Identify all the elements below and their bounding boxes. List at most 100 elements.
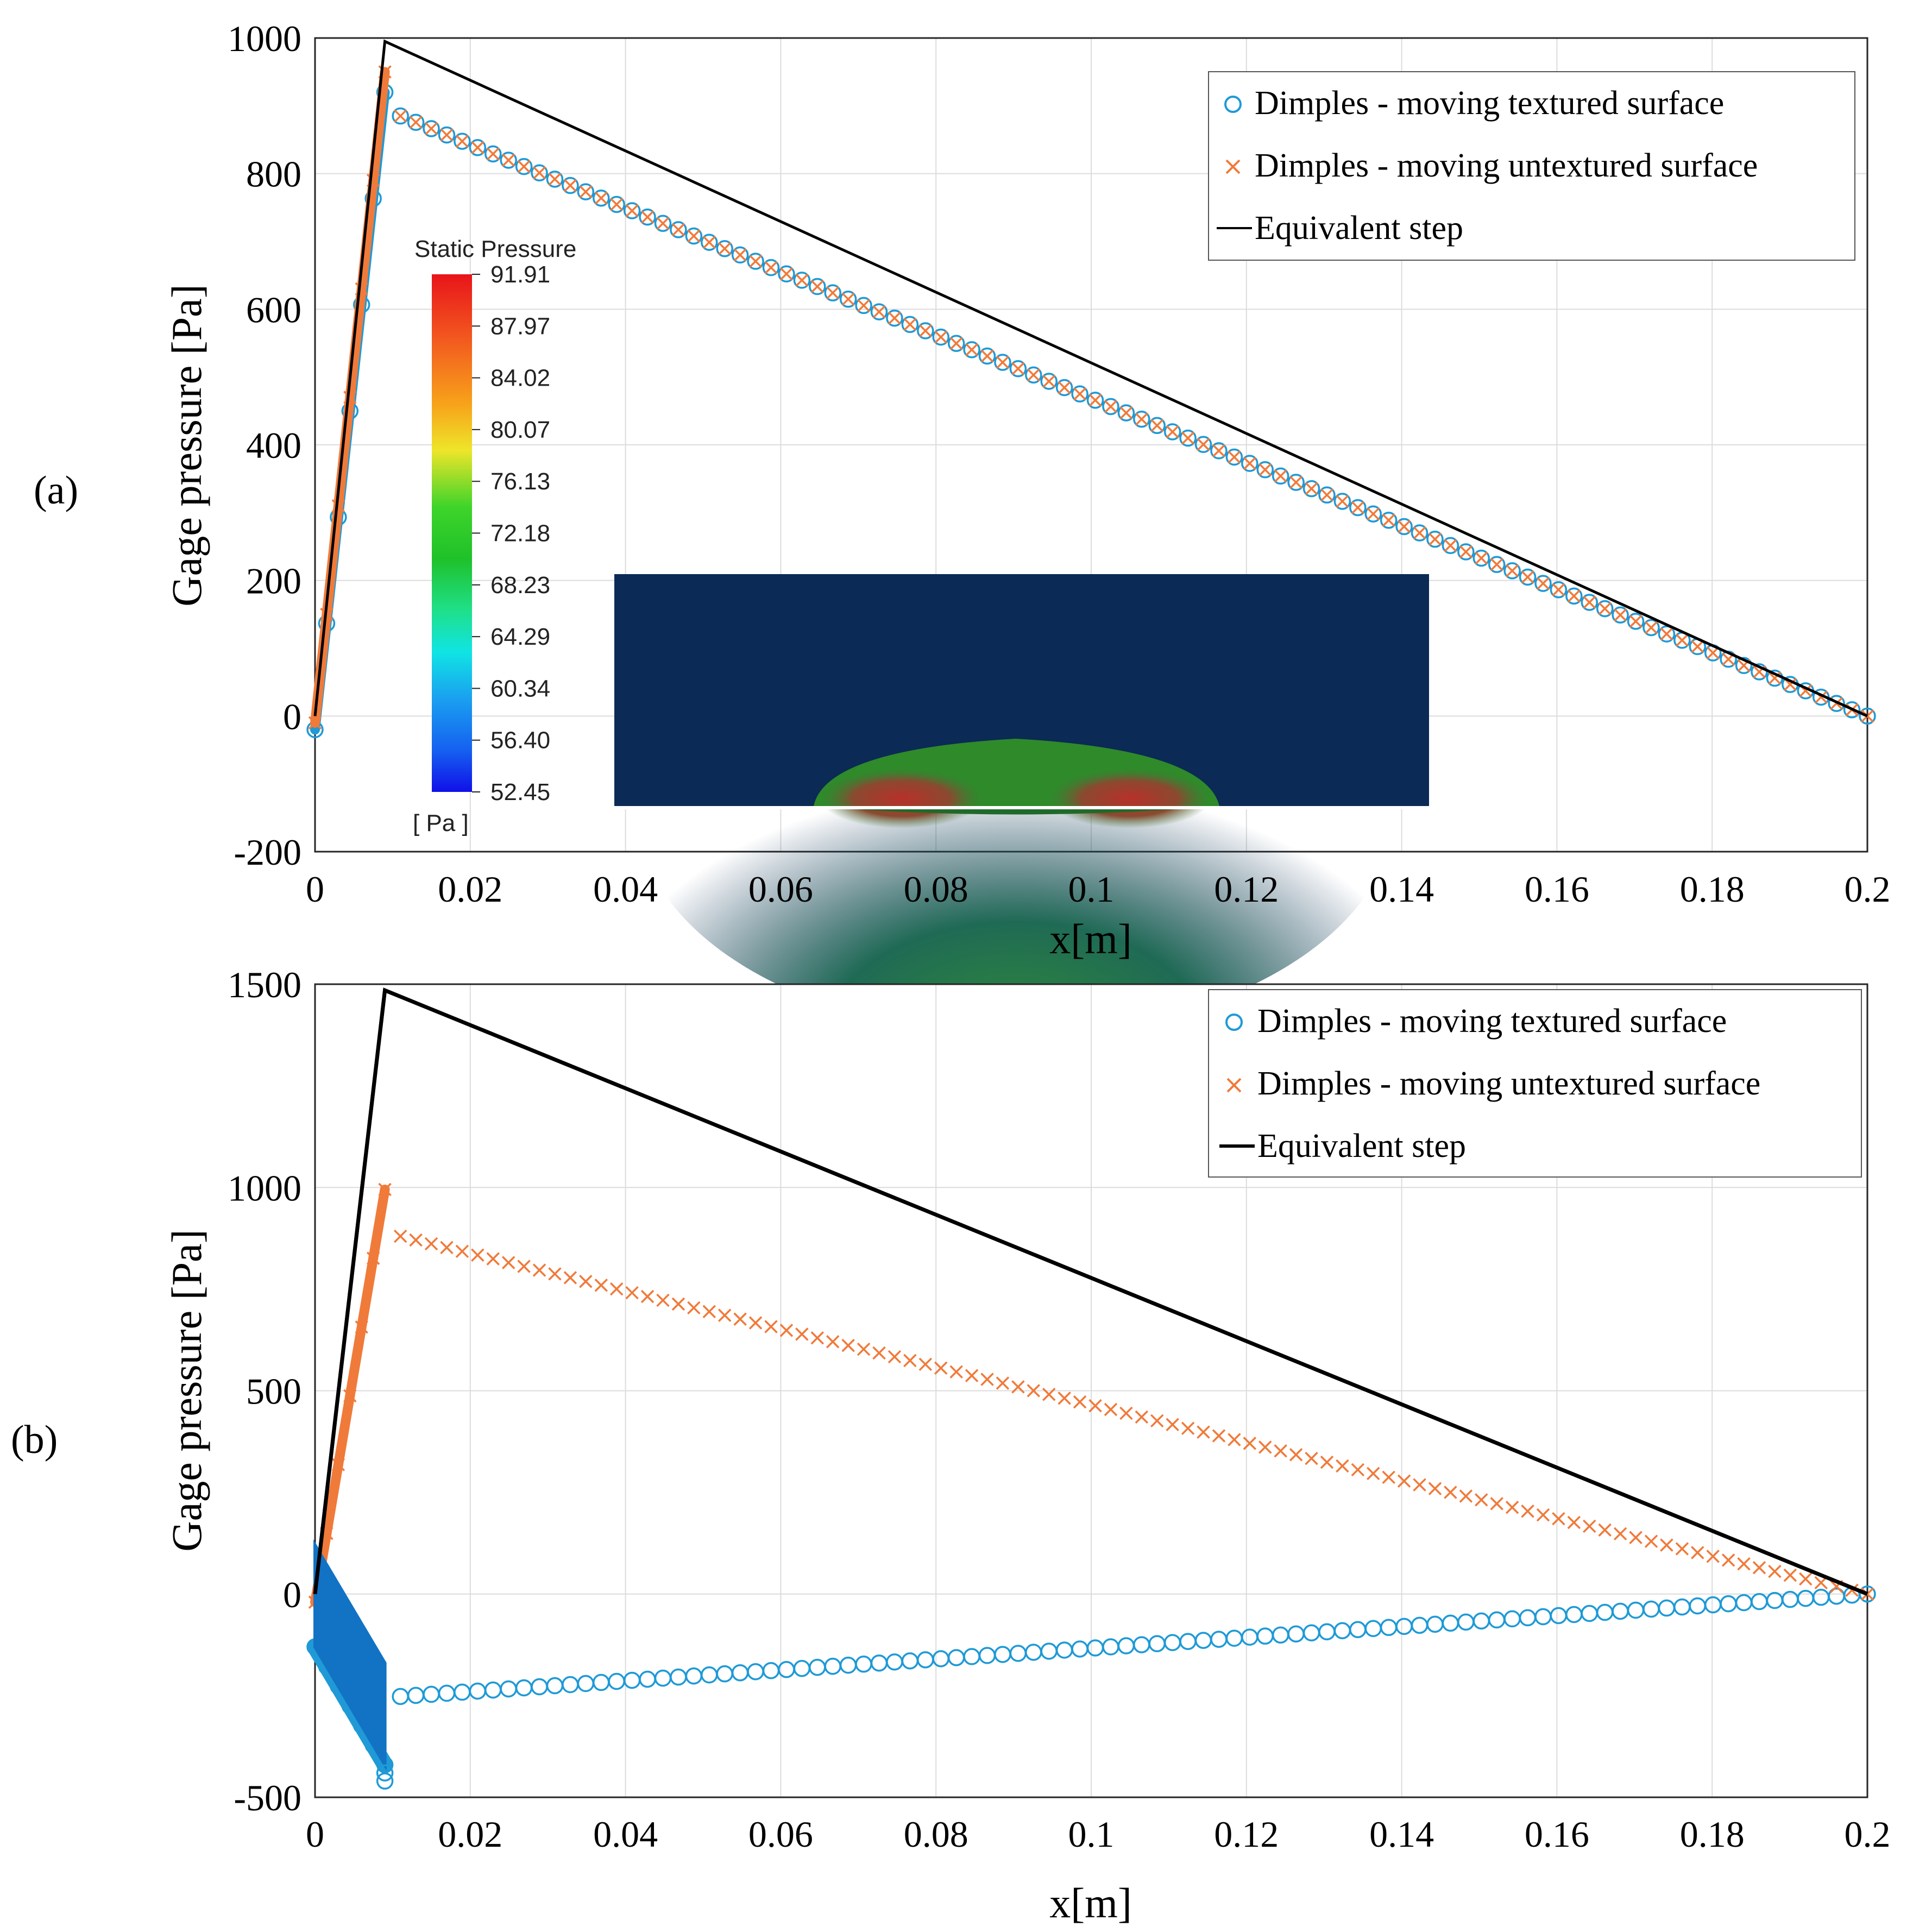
marker-cross (795, 1327, 809, 1341)
marker-cross (687, 229, 701, 243)
x-tick-label: 0.06 (748, 1814, 813, 1855)
marker-cross (702, 235, 716, 249)
marker-cross (1428, 1482, 1442, 1495)
x-tick-label: 0.02 (438, 1814, 502, 1855)
marker-cross (671, 1297, 685, 1311)
marker-circle (1828, 695, 1845, 712)
marker-cross (1675, 1542, 1689, 1556)
marker-cross (609, 198, 624, 211)
marker-cross (1583, 1519, 1596, 1533)
marker-circle (1333, 493, 1351, 510)
marker-cross (1552, 1512, 1565, 1526)
marker-cross (656, 1293, 670, 1307)
marker-cross (1119, 1406, 1133, 1420)
marker-cross (563, 1271, 577, 1285)
marker-circle (1148, 417, 1166, 435)
marker-circle (1040, 373, 1058, 390)
marker-cross (424, 1237, 438, 1251)
marker-cross (331, 499, 345, 513)
marker-cross (517, 160, 531, 173)
marker-cross (872, 1346, 886, 1360)
legend-a: Dimples - moving textured surface Dimple… (1208, 71, 1855, 261)
colorbar-tick-label: 91.91 (490, 261, 550, 288)
colorbar-tick-label: 60.34 (490, 675, 550, 702)
marker-circle (1550, 581, 1568, 599)
colorbar-unit: [ Pa ] (413, 810, 469, 836)
marker-cross (795, 273, 809, 287)
y-tick-label: -200 (234, 832, 301, 873)
marker-cross (1490, 557, 1503, 571)
axes-frame-b (314, 983, 1868, 1798)
marker-cross (1505, 564, 1519, 578)
panel-label-a: (a) (34, 468, 78, 513)
marker-cross (1768, 1564, 1782, 1578)
equivalent-step-line (313, 987, 1868, 1596)
marker-circle (376, 1772, 394, 1790)
marker-cross (1737, 1557, 1751, 1571)
x-tick-label: 0.12 (1214, 1814, 1279, 1855)
colorbar-tick-label: 56.40 (490, 727, 550, 754)
legend-circle-icon (1225, 1014, 1243, 1031)
x-tick-label: 0.06 (748, 869, 813, 910)
marker-circle (376, 1764, 394, 1782)
legend-a-item-0: Dimples - moving textured surface (1255, 85, 1724, 122)
marker-cross (1042, 374, 1056, 388)
marker-circle (1163, 423, 1181, 440)
legend-cross-icon (1225, 159, 1241, 174)
colorbar-tick-label: 68.23 (490, 572, 550, 599)
marker-cross (471, 141, 484, 154)
marker-circle (1457, 543, 1475, 561)
marker-cross (1475, 551, 1488, 565)
marker-cross (409, 1233, 423, 1247)
marker-circle (1287, 474, 1305, 491)
marker-cross (1258, 463, 1272, 477)
marker-circle (1241, 455, 1258, 472)
marker-cross (810, 1331, 825, 1345)
marker-cross (949, 336, 963, 350)
marker-circle (1071, 385, 1088, 402)
marker-cross (640, 1289, 655, 1304)
marker-cross (903, 1354, 917, 1368)
equivalent-step-line (313, 39, 1868, 718)
marker-cross (888, 311, 902, 325)
marker-cross (455, 1244, 469, 1258)
marker-cross (563, 179, 577, 192)
marker-cross (1104, 400, 1118, 413)
x-ticks-b: 0 0.02 0.04 0.06 0.08 0.1 0.12 0.14 0.16 0.18 0.2 (306, 1814, 1891, 1855)
marker-circle (1581, 594, 1599, 611)
marker-cross (872, 305, 886, 319)
y-tick-label: -500 (234, 1777, 301, 1818)
marker-circle (1472, 549, 1490, 567)
contour-hotspot-left (820, 769, 983, 828)
panel-a: (a) Static Pressure 91.91 87.97 84.02 80.07… (34, 18, 1891, 1035)
colorbar-title: Static Pressure (414, 236, 576, 262)
x-tick-label: 0.12 (1214, 869, 1279, 910)
marker-circle (932, 328, 949, 346)
marker-circle (608, 196, 625, 213)
marker-cross (1367, 1467, 1380, 1481)
marker-circle (947, 335, 965, 352)
marker-cross (1135, 412, 1149, 426)
marker-cross (1274, 469, 1287, 483)
marker-circle (855, 297, 872, 314)
marker-cross (764, 261, 778, 274)
marker-cross (486, 1252, 500, 1266)
marker-circle (1658, 625, 1676, 643)
legend-b-item-2: Equivalent step (1257, 1128, 1466, 1165)
marker-cross (548, 172, 562, 186)
marker-cross (609, 1282, 624, 1296)
marker-cross (1598, 602, 1612, 615)
marker-cross (1289, 475, 1303, 489)
marker-cross (687, 1301, 701, 1315)
legend-b-item-1: Dimples - moving untextured surface (1257, 1065, 1760, 1102)
marker-cross (517, 1260, 531, 1273)
marker-cross (1783, 1568, 1797, 1582)
x-tick-label: 0.08 (904, 869, 968, 910)
legend-b: Dimples - moving textured surface Dimple… (1208, 989, 1862, 1178)
marker-cross (888, 1350, 902, 1364)
x-axis-label-a: x[m] (1049, 915, 1132, 962)
marker-circle (886, 309, 903, 327)
marker-cross (1351, 501, 1365, 514)
x-tick-label: 0.2 (1845, 869, 1891, 910)
marker-cross (1459, 545, 1473, 559)
